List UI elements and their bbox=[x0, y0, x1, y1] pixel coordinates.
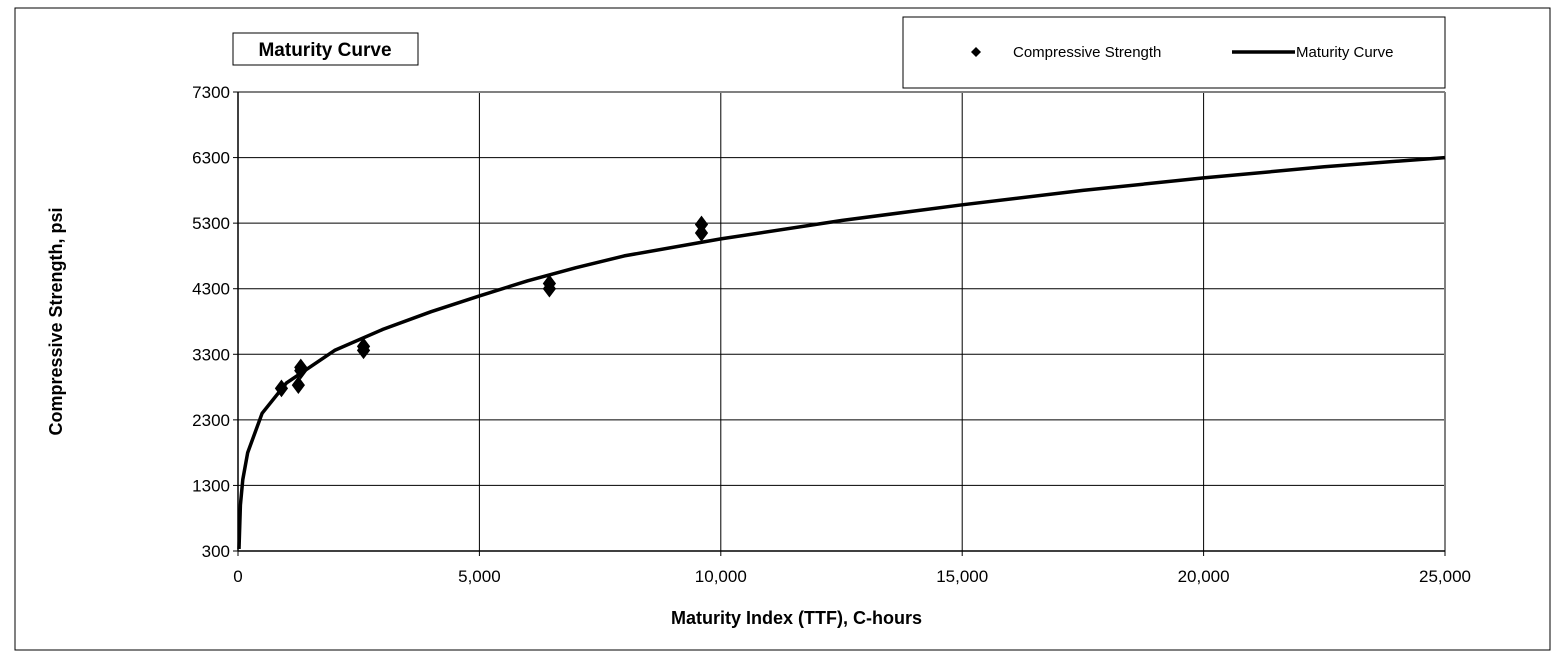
y-tick-label: 5300 bbox=[192, 214, 230, 233]
maturity-curve-line bbox=[237, 155, 1446, 550]
y-tick-label: 4300 bbox=[192, 280, 230, 299]
compressive-strength-point bbox=[291, 376, 305, 394]
compressive-strength-point bbox=[294, 361, 308, 380]
y-tick-label: 2300 bbox=[192, 411, 230, 430]
x-tick-label: 10,000 bbox=[695, 567, 747, 586]
y-tick-label: 3300 bbox=[192, 345, 230, 364]
compressive-strength-point bbox=[274, 379, 289, 398]
x-tick-label: 0 bbox=[233, 567, 242, 586]
y-tick-label: 6300 bbox=[192, 149, 230, 168]
x-tick-label: 25,000 bbox=[1419, 567, 1471, 586]
x-tick-label: 15,000 bbox=[936, 567, 988, 586]
y-tick-label: 300 bbox=[202, 542, 230, 561]
x-tick-label: 20,000 bbox=[1178, 567, 1230, 586]
compressive-strength-point bbox=[694, 224, 709, 242]
legend-diamond-icon bbox=[971, 47, 981, 57]
compressive-strength-point bbox=[542, 279, 557, 298]
legend-box bbox=[902, 16, 1446, 89]
compressive-strength-point bbox=[356, 341, 371, 360]
chart-title-box bbox=[232, 32, 419, 66]
x-tick-label: 5,000 bbox=[458, 567, 501, 586]
y-tick-label: 1300 bbox=[192, 476, 230, 495]
x-axis-title: Maturity Index (TTF), C-hours bbox=[671, 608, 922, 628]
y-axis-title: Compressive Strength, psi bbox=[46, 207, 66, 435]
y-tick-label: 7300 bbox=[192, 83, 230, 102]
chart-title: Maturity Curve bbox=[258, 40, 391, 61]
plot-area bbox=[238, 92, 1445, 551]
legend-label-compressive-strength: Compressive Strength bbox=[1013, 44, 1161, 61]
legend-label-maturity-curve: Maturity Curve bbox=[1296, 44, 1394, 61]
